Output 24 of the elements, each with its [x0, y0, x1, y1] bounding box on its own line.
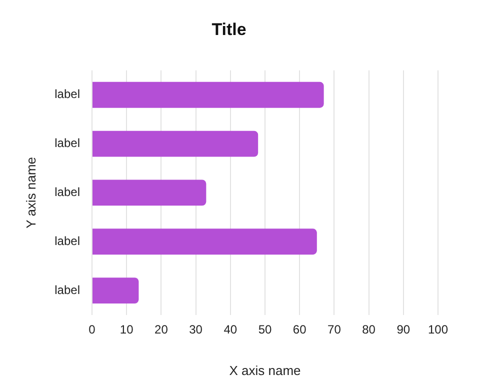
x-tick-label: 70 [328, 322, 342, 337]
bar [92, 130, 258, 157]
x-tick-label: 40 [224, 322, 238, 337]
chart-title: Title [212, 20, 246, 39]
y-axis-title: Y axis name [23, 157, 38, 228]
y-tick-label: label [54, 282, 80, 297]
x-tick-label: 20 [154, 322, 168, 337]
y-tick-label: label [54, 185, 80, 200]
x-tick-label: 50 [258, 322, 272, 337]
x-tick-label: 30 [189, 322, 203, 337]
x-tick-label: 80 [362, 322, 376, 337]
x-tick-label: 60 [292, 322, 307, 337]
x-tick-label: 100 [428, 322, 448, 337]
bar [92, 82, 324, 108]
bar [92, 278, 139, 304]
x-axis-title: X axis name [229, 362, 301, 378]
bar [92, 228, 317, 255]
x-tick-label: 10 [120, 322, 134, 337]
y-tick-label: label [54, 87, 80, 102]
y-tick-label: label [54, 234, 80, 248]
bar [92, 180, 206, 206]
y-tick-label: label [54, 136, 80, 150]
x-tick-label: 90 [396, 322, 410, 337]
x-tick-label: 0 [88, 322, 96, 337]
